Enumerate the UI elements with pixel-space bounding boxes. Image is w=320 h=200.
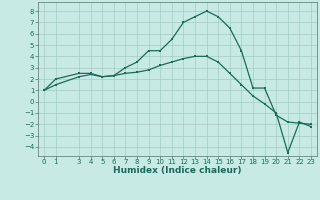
X-axis label: Humidex (Indice chaleur): Humidex (Indice chaleur): [113, 166, 242, 175]
